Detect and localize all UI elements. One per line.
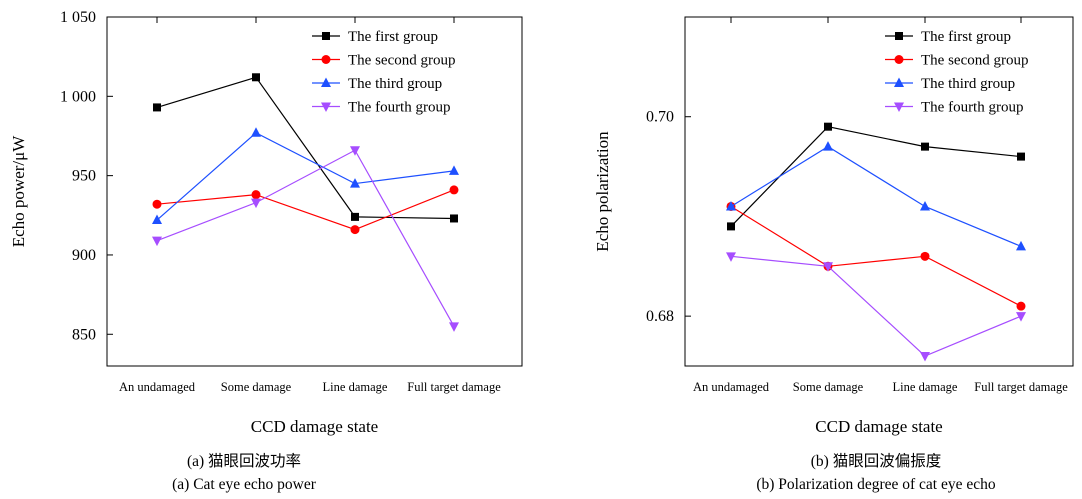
data-point: [1016, 301, 1026, 311]
data-point: [726, 252, 736, 262]
chart-a: 850 900 950 1 000 1 050 An undamaged Some dama…: [9, 9, 523, 493]
legend-marker: [894, 77, 904, 87]
x-category-label: Line damage: [893, 380, 958, 394]
data-point: [921, 142, 929, 151]
x-axis-label: CCD damage state: [815, 417, 942, 436]
series-line: [730, 205, 1022, 307]
data-point: [449, 322, 459, 332]
data-point: [727, 222, 735, 231]
series-3: [726, 141, 1026, 251]
y-tick-label: 0.70: [646, 109, 674, 126]
data-point: [153, 103, 161, 112]
data-point: [350, 225, 360, 235]
data-point: [251, 127, 261, 137]
data-point: [251, 198, 261, 209]
data-point: [251, 190, 261, 200]
data-point: [449, 165, 459, 175]
caption-en: (b) Polarization degree of cat eye echo: [756, 476, 996, 493]
series-line: [156, 189, 455, 231]
legend-marker: [322, 32, 330, 40]
y-tick-label: 0.68: [646, 308, 674, 325]
legend-label: The third group: [348, 76, 442, 92]
series-4: [152, 146, 459, 332]
legend-label: The first group: [921, 29, 1011, 45]
chart-b: 0.68 0.70 An undamaged Some damage Line dama…: [593, 16, 1074, 493]
caption-cn: (b) 猫眼回波偏振度: [811, 452, 941, 470]
data-point: [152, 199, 162, 209]
plot-frame: [106, 16, 523, 367]
data-point: [152, 214, 162, 225]
data-point: [252, 73, 260, 82]
series-line: [156, 132, 455, 221]
series-4: [726, 252, 1026, 362]
legend-marker: [894, 102, 904, 112]
series-line: [730, 145, 1022, 247]
legend-label: The second group: [348, 53, 455, 69]
data-point: [920, 251, 930, 261]
legend-label: The fourth group: [921, 100, 1023, 116]
y-tick-label: 900: [72, 247, 96, 264]
data-point: [1016, 240, 1026, 251]
data-point: [350, 178, 360, 188]
series-line: [730, 255, 1022, 357]
y-axis-label: Echo power/μW: [9, 135, 28, 248]
series-line: [156, 76, 455, 220]
x-category-label: Some damage: [793, 380, 864, 394]
data-point: [449, 185, 459, 195]
x-category-label: Line damage: [323, 380, 388, 394]
legend: The first group The second group The third…: [885, 29, 1028, 116]
data-point: [1017, 152, 1025, 161]
data-point: [351, 212, 359, 221]
legend-label: The second group: [921, 53, 1028, 69]
series-2: [726, 201, 1026, 311]
legend-marker: [894, 55, 904, 64]
plot-frame: [684, 16, 1074, 367]
data-point: [823, 141, 833, 151]
data-point: [152, 236, 162, 247]
x-category-label: Full target damage: [407, 380, 501, 394]
series-3: [152, 127, 459, 225]
legend-label: The third group: [921, 76, 1015, 92]
legend-marker: [895, 32, 903, 40]
x-category-label: An undamaged: [693, 380, 770, 394]
y-tick-label: 1 000: [60, 88, 96, 105]
x-category-label: Full target damage: [974, 380, 1068, 394]
legend-marker: [321, 77, 331, 87]
y-tick-label: 850: [72, 326, 96, 343]
data-point: [726, 200, 736, 211]
data-point: [450, 214, 458, 223]
series-line: [156, 149, 455, 327]
caption-en: (a) Cat eye echo power: [172, 476, 317, 493]
caption-cn: (a) 猫眼回波功率: [187, 452, 301, 470]
data-point: [350, 146, 360, 156]
y-tick-label: 1 050: [60, 9, 96, 26]
y-axis-label: Echo polarization: [593, 131, 612, 252]
x-category-label: Some damage: [221, 380, 292, 394]
data-point: [1016, 312, 1026, 322]
x-axis-label: CCD damage state: [251, 417, 378, 436]
legend-label: The fourth group: [348, 100, 450, 116]
series-1: [153, 73, 458, 223]
data-point: [920, 200, 930, 211]
legend-marker: [321, 102, 331, 112]
legend: The first group The second group The third…: [312, 29, 455, 116]
x-category-label: An undamaged: [119, 380, 196, 394]
data-point: [824, 122, 832, 131]
data-point: [920, 352, 930, 362]
legend-label: The first group: [348, 29, 438, 45]
series-2: [152, 185, 459, 235]
legend-marker: [321, 55, 331, 64]
data-point: [823, 262, 833, 272]
y-tick-label: 950: [72, 168, 96, 185]
